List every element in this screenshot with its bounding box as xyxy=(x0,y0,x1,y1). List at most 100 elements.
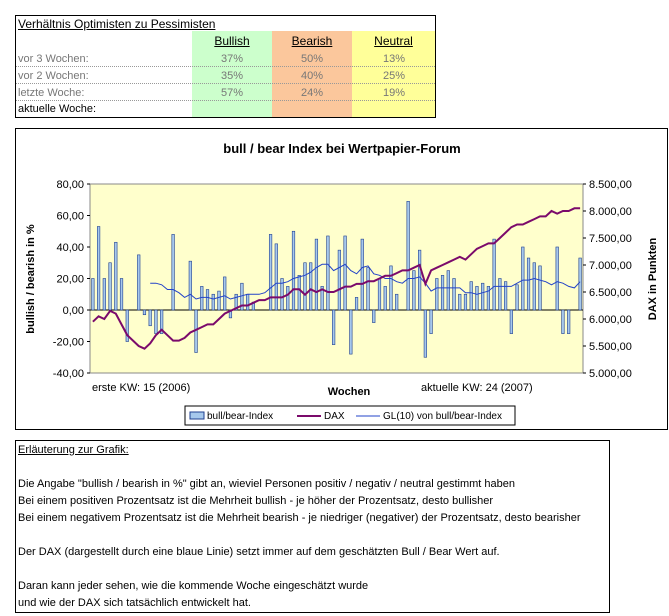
bar xyxy=(154,309,158,334)
bar xyxy=(297,275,301,311)
y2-tick-label: 8.000,00 xyxy=(589,206,632,218)
row-label: vor 2 Wochen: xyxy=(18,70,89,82)
bar xyxy=(555,246,559,311)
bar xyxy=(188,260,192,311)
x-axis-label: Wochen xyxy=(328,386,371,398)
bar xyxy=(137,254,141,311)
bar xyxy=(481,282,485,311)
table-title: Verhältnis Optimisten zu Pessimisten xyxy=(18,17,216,31)
bar xyxy=(475,286,479,311)
y2-tick-label: 6.000,00 xyxy=(589,314,632,326)
bar xyxy=(360,238,364,311)
cell-bullish: 35% xyxy=(220,70,244,82)
bearish-column-bg xyxy=(272,31,352,117)
bar xyxy=(578,257,582,311)
y-tick-label: 60,00 xyxy=(56,211,84,223)
cell-neutral: 13% xyxy=(382,53,406,65)
cell-neutral: 25% xyxy=(382,70,406,82)
plot-area xyxy=(89,183,584,374)
bar xyxy=(268,234,273,311)
bar xyxy=(200,286,204,311)
bar xyxy=(423,309,427,358)
bar xyxy=(561,309,565,334)
bar xyxy=(532,262,536,311)
y2-tick-label: 8.500,00 xyxy=(589,179,632,191)
bar xyxy=(429,309,433,334)
row-label: vor 3 Wochen: xyxy=(18,53,89,65)
legend: bull/bear-Index DAX GL(10) von bull/bear… xyxy=(184,405,516,426)
chart-title: bull / bear Index bei Wertpapier-Forum xyxy=(223,141,460,156)
bar xyxy=(142,309,147,316)
bullish-column-bg xyxy=(192,31,272,117)
bar xyxy=(314,238,319,311)
x-end-label: aktuelle KW: 24 (2007) xyxy=(421,382,533,394)
bar xyxy=(418,249,422,311)
bar xyxy=(303,262,307,311)
bar xyxy=(377,278,382,311)
bars-series xyxy=(91,201,582,358)
y-tick-label: 0,00 xyxy=(63,305,84,317)
y2-axis-ticks: 8.500,00 8.000,00 7.500,00 7.000,00 6.500,00… xyxy=(583,179,632,380)
row-divider xyxy=(16,83,435,84)
bar xyxy=(452,278,456,311)
bar xyxy=(526,257,531,311)
cell-neutral: 19% xyxy=(382,87,406,99)
bar xyxy=(97,226,101,311)
bar xyxy=(234,293,238,311)
row-label: aktuelle Woche: xyxy=(18,103,97,115)
bar xyxy=(366,267,370,311)
bar xyxy=(108,262,112,311)
y2-axis-label: DAX in Punkten xyxy=(647,237,659,320)
explanation-line: Bei einem positiven Prozentsatz ist die … xyxy=(18,495,494,507)
bar xyxy=(538,265,542,311)
bar xyxy=(354,297,359,311)
bar xyxy=(114,241,118,311)
gl10-line xyxy=(150,263,581,300)
bar xyxy=(372,309,376,323)
y-tick-label: 20,00 xyxy=(56,274,84,286)
bar xyxy=(383,286,387,311)
bar xyxy=(246,293,250,311)
bar xyxy=(274,243,278,311)
bar xyxy=(486,286,491,311)
bar xyxy=(217,290,221,311)
cell-bearish: 50% xyxy=(300,53,324,65)
cell-bullish: 57% xyxy=(220,87,244,99)
bar xyxy=(504,281,508,311)
bar xyxy=(463,293,468,311)
legend-box xyxy=(184,405,516,426)
bar xyxy=(119,278,124,311)
legend-label-gl10: GL(10) von bull/bear-Index xyxy=(383,411,502,422)
ratio-table: Verhältnis Optimisten zu Pessimisten Bul… xyxy=(15,15,436,118)
bar xyxy=(291,230,296,311)
explanation-line: und wie der DAX sich tatsächlich entwick… xyxy=(18,597,251,609)
bar xyxy=(458,293,462,311)
y2-tick-label: 5.500,00 xyxy=(589,341,632,353)
explanation-line: Der DAX (dargestellt durch eine blaue Li… xyxy=(18,546,500,558)
y2-tick-label: 7.000,00 xyxy=(589,260,632,272)
legend-label-dax: DAX xyxy=(324,411,345,422)
bar xyxy=(469,281,473,311)
y-axis-label: bullish / bearish in % xyxy=(25,224,37,334)
y2-tick-label: 5.000,00 xyxy=(589,368,632,380)
bar xyxy=(349,309,353,355)
bar xyxy=(125,309,129,342)
bar xyxy=(412,270,416,311)
bar xyxy=(332,309,336,345)
explanation-line: Die Angabe "bullish / bearish in %" gibt… xyxy=(18,478,515,490)
bar xyxy=(498,278,502,311)
header-bullish: Bullish xyxy=(214,34,250,48)
y2-tick-label: 6.500,00 xyxy=(589,287,632,299)
explanation-box: Erläuterung zur Grafik: Die Angabe "bull… xyxy=(15,440,610,613)
neutral-column-bg xyxy=(352,31,435,117)
bar xyxy=(567,309,571,334)
header-bearish: Bearish xyxy=(291,34,333,48)
row-divider xyxy=(16,100,435,101)
bar xyxy=(406,201,410,311)
bar xyxy=(337,249,341,311)
chart-area: bull / bear Index bei Wertpapier-Forum 8… xyxy=(15,128,668,430)
bar xyxy=(280,278,284,311)
bar xyxy=(102,278,106,311)
y-tick-label: 80,00 xyxy=(56,179,84,191)
